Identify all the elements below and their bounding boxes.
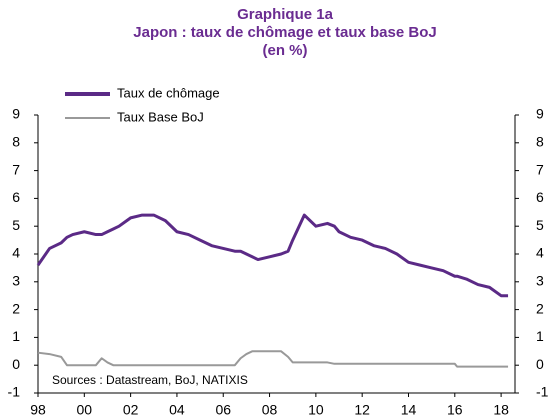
x-tick-label: 16 — [447, 402, 463, 418]
chart-title: Graphique 1a — [237, 6, 334, 23]
y2-tick-label: 8 — [536, 134, 544, 150]
y-tick-label: 6 — [12, 189, 20, 205]
x-tick-label: 18 — [493, 402, 509, 418]
y-tick-label: 3 — [12, 273, 20, 289]
y-tick-label: 4 — [12, 245, 20, 261]
chart-subtitle: Japon : taux de chômage et taux base BoJ — [133, 24, 436, 41]
source-note: Sources : Datastream, BoJ, NATIXIS — [52, 373, 248, 387]
y-tick-label: 5 — [12, 217, 20, 233]
x-tick-label: 06 — [215, 402, 231, 418]
legend-label: Taux Base BoJ — [117, 109, 204, 124]
y-tick-label: 0 — [12, 356, 20, 372]
y2-tick-label: 6 — [536, 189, 544, 205]
y-tick-label: 9 — [12, 106, 20, 122]
x-tick-label: 00 — [77, 402, 93, 418]
y-tick-label: 8 — [12, 134, 20, 150]
legend-label: Taux de chômage — [117, 85, 220, 100]
y2-tick-label: 0 — [536, 356, 544, 372]
series-line — [37, 350, 509, 368]
y2-tick-label: 2 — [536, 300, 544, 316]
unit-label: (en %) — [263, 42, 308, 59]
y2-tick-label: 3 — [536, 273, 544, 289]
x-tick-label: 02 — [123, 402, 139, 418]
y2-tick-label: 9 — [536, 106, 544, 122]
x-tick-label: 98 — [30, 402, 46, 418]
x-tick-label: 08 — [262, 402, 278, 418]
y2-tick-label: 1 — [536, 328, 544, 344]
x-tick-label: 04 — [169, 402, 185, 418]
y2-tick-label: 5 — [536, 217, 544, 233]
y-tick-label: 1 — [12, 328, 20, 344]
series-line — [36, 213, 509, 298]
x-tick-label: 14 — [401, 402, 417, 418]
x-tick-label: 10 — [308, 402, 324, 418]
y-tick-label: -1 — [8, 384, 21, 400]
y2-tick-label: 7 — [536, 161, 544, 177]
y-tick-label: 7 — [12, 161, 20, 177]
x-tick-label: 12 — [354, 402, 370, 418]
y2-tick-label: -1 — [536, 384, 549, 400]
y-tick-label: 2 — [12, 300, 20, 316]
y2-tick-label: 4 — [536, 245, 544, 261]
